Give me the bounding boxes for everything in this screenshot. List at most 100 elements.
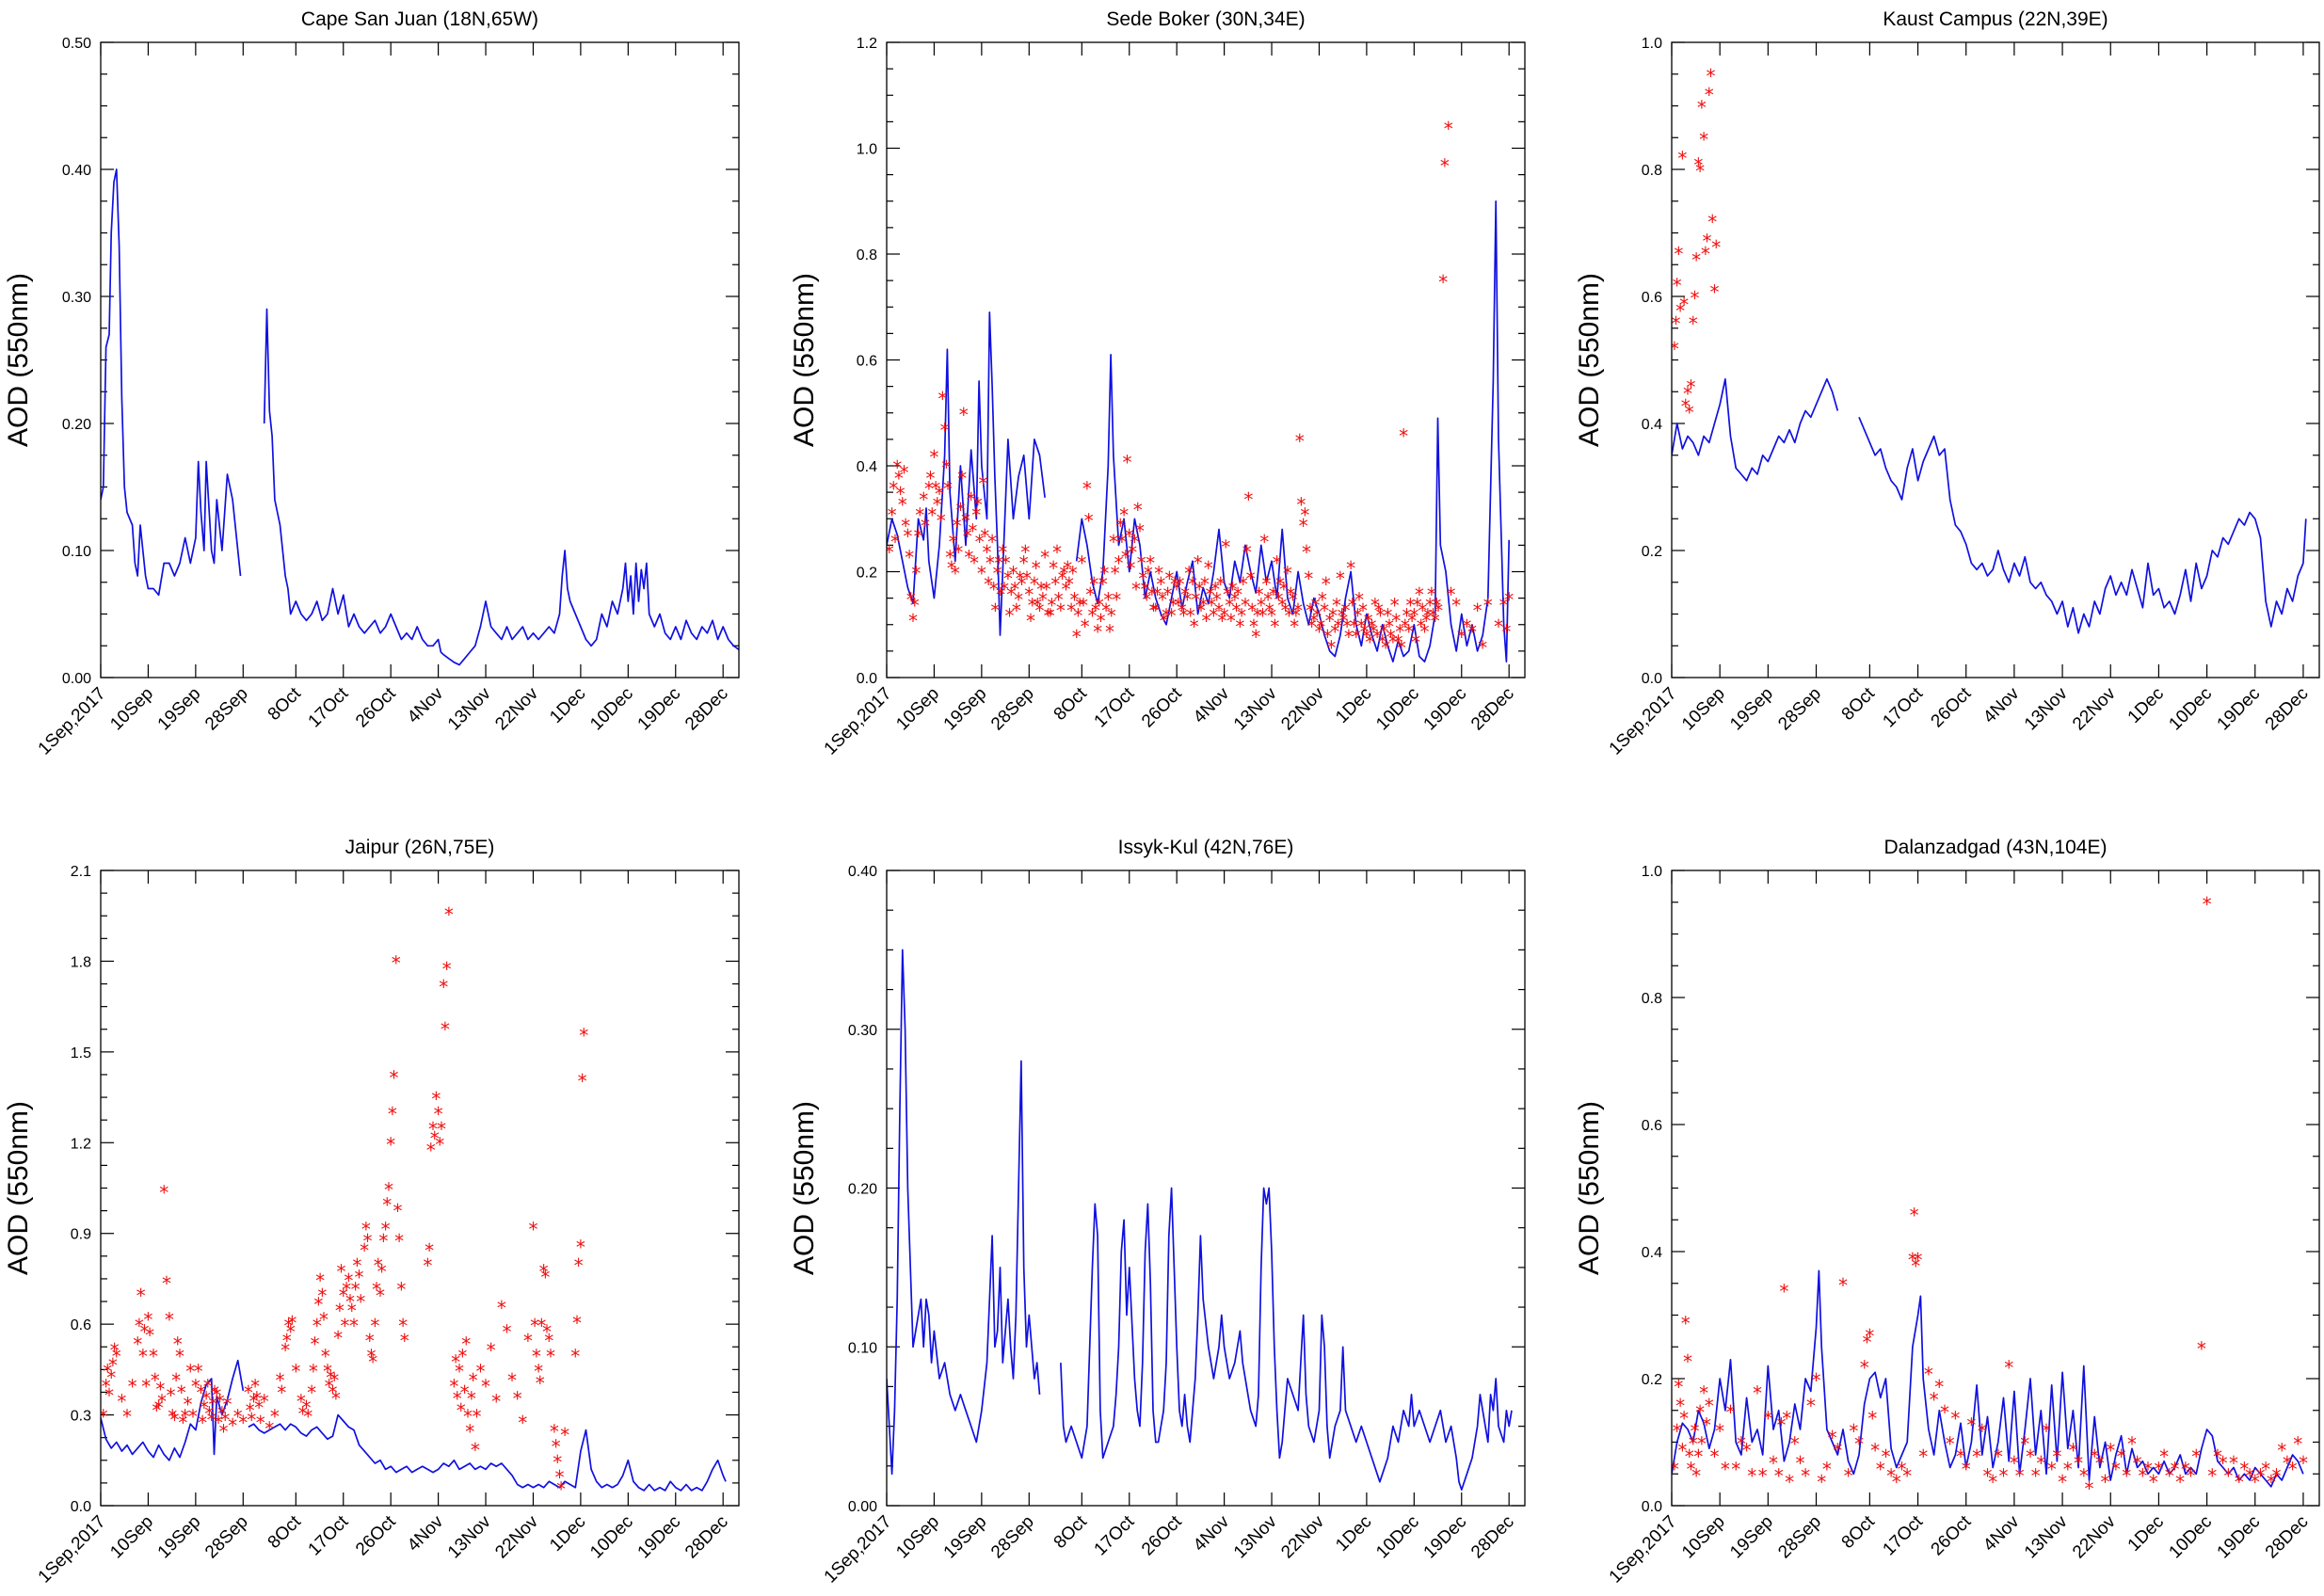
y-tick-label: 0.40 bbox=[848, 864, 877, 880]
observation-point: * bbox=[530, 1315, 539, 1337]
observation-point: * bbox=[889, 478, 898, 501]
observation-point: * bbox=[980, 525, 989, 548]
observation-point: * bbox=[2288, 1459, 2298, 1481]
observation-point: * bbox=[905, 547, 914, 569]
observation-point: * bbox=[370, 1315, 379, 1337]
plot-frame bbox=[100, 41, 740, 678]
observation-point: * bbox=[1478, 636, 1487, 659]
x-tick-label: 1Dec bbox=[546, 1512, 589, 1556]
observation-point: * bbox=[967, 488, 976, 511]
observation-point: * bbox=[908, 610, 918, 632]
observation-point: * bbox=[1255, 583, 1264, 606]
observation-point: * bbox=[481, 1375, 490, 1397]
observation-point: * bbox=[347, 1300, 357, 1322]
x-tick-label: 13Nov bbox=[1230, 1511, 1281, 1562]
observation-point: * bbox=[1299, 515, 1308, 537]
y-tick-label: 0.20 bbox=[62, 417, 91, 433]
observation-point: * bbox=[1318, 589, 1327, 612]
observation-point: * bbox=[1758, 1464, 1768, 1487]
observation-point: * bbox=[1956, 1445, 1965, 1468]
observation-point: * bbox=[1288, 589, 1297, 612]
x-tick-label: 28Sep bbox=[1774, 684, 1825, 735]
observation-point: * bbox=[1191, 589, 1200, 612]
observation-point: * bbox=[1042, 578, 1051, 600]
observation-point: * bbox=[384, 1179, 393, 1202]
y-tick-label: 0.10 bbox=[848, 1340, 877, 1356]
observation-point: * bbox=[1685, 1445, 1694, 1468]
observation-point: * bbox=[1876, 1459, 1885, 1481]
observation-point: * bbox=[173, 1333, 183, 1355]
observation-point: * bbox=[276, 1369, 285, 1392]
observation-point: * bbox=[1972, 1445, 1981, 1468]
observation-point: * bbox=[2085, 1477, 2094, 1500]
observation-point: * bbox=[1822, 1459, 1832, 1481]
observation-point: * bbox=[1216, 573, 1226, 596]
observation-point: * bbox=[1386, 626, 1396, 648]
observation-point: * bbox=[1407, 610, 1417, 632]
observation-point: * bbox=[518, 1412, 527, 1434]
observation-point: * bbox=[1034, 599, 1044, 622]
observation-point: * bbox=[2293, 1433, 2302, 1456]
x-tick-label: 19Dec bbox=[634, 684, 685, 735]
plot-frame bbox=[1671, 41, 2320, 678]
observation-point: * bbox=[2267, 1471, 2276, 1493]
x-tick-label: 10Dec bbox=[586, 684, 637, 735]
observation-point: * bbox=[400, 1330, 409, 1352]
x-tick-label: 13Nov bbox=[1230, 683, 1281, 734]
observation-point: * bbox=[1344, 626, 1354, 648]
observation-point: * bbox=[937, 509, 946, 532]
observation-point: * bbox=[2175, 1471, 2185, 1493]
observation-point: * bbox=[903, 525, 912, 548]
x-tick-label: 8Oct bbox=[264, 1511, 306, 1553]
observation-point: * bbox=[1032, 557, 1041, 580]
observation-point: * bbox=[1690, 1420, 1699, 1443]
observation-point: * bbox=[1699, 128, 1708, 151]
chart-title: Jaipur (26N,75E) bbox=[345, 837, 495, 858]
observation-point: * bbox=[110, 1339, 120, 1362]
observation-point: * bbox=[1336, 567, 1345, 590]
observation-point: * bbox=[1293, 599, 1303, 622]
observation-point: * bbox=[1683, 1350, 1692, 1373]
observation-point: * bbox=[1790, 1433, 1800, 1456]
observation-point: * bbox=[1123, 451, 1132, 473]
x-tick-label: 22Nov bbox=[491, 1511, 542, 1562]
observation-point: * bbox=[971, 504, 981, 527]
x-tick-label: 1Dec bbox=[546, 684, 589, 727]
observation-point: * bbox=[1151, 599, 1161, 622]
observation-point: * bbox=[1133, 499, 1143, 521]
observation-point: * bbox=[2229, 1452, 2238, 1475]
observation-point: * bbox=[460, 1381, 470, 1404]
observation-point: * bbox=[1427, 583, 1436, 606]
observation-point: * bbox=[502, 1321, 511, 1344]
observation-point: * bbox=[1705, 1395, 1714, 1417]
observation-point: * bbox=[552, 1436, 561, 1459]
observation-point: * bbox=[143, 1309, 152, 1332]
observation-point: * bbox=[1073, 605, 1082, 628]
observation-point: * bbox=[507, 1369, 517, 1392]
plot-area bbox=[887, 949, 1513, 1491]
observation-point: * bbox=[1114, 551, 1124, 574]
observation-point: * bbox=[283, 1315, 293, 1337]
observation-point: * bbox=[1330, 620, 1339, 643]
observation-point: * bbox=[1058, 567, 1067, 590]
observation-point: * bbox=[201, 1387, 211, 1410]
observation-point: * bbox=[901, 515, 910, 537]
observation-point: * bbox=[1420, 620, 1430, 643]
observation-point: * bbox=[159, 1182, 168, 1205]
observation-point: * bbox=[1098, 573, 1108, 596]
x-tick-label: 1Sep,2017 bbox=[821, 1512, 896, 1588]
x-tick-label: 17Oct bbox=[1879, 683, 1927, 731]
observation-point: * bbox=[1418, 599, 1427, 622]
observation-point: * bbox=[1681, 395, 1691, 418]
observation-point: * bbox=[1176, 573, 1185, 596]
observation-point: * bbox=[1417, 615, 1426, 638]
x-tick-label: 28Dec bbox=[681, 1512, 732, 1563]
observation-point: * bbox=[1483, 594, 1493, 616]
observation-point: * bbox=[1374, 599, 1384, 622]
observation-point: * bbox=[497, 1297, 506, 1319]
observation-point: * bbox=[423, 1254, 432, 1277]
observation-point: * bbox=[1302, 541, 1311, 564]
x-tick-label: 4Nov bbox=[404, 683, 448, 727]
model-series-line bbox=[1075, 200, 1511, 662]
observation-point: * bbox=[1178, 605, 1188, 628]
